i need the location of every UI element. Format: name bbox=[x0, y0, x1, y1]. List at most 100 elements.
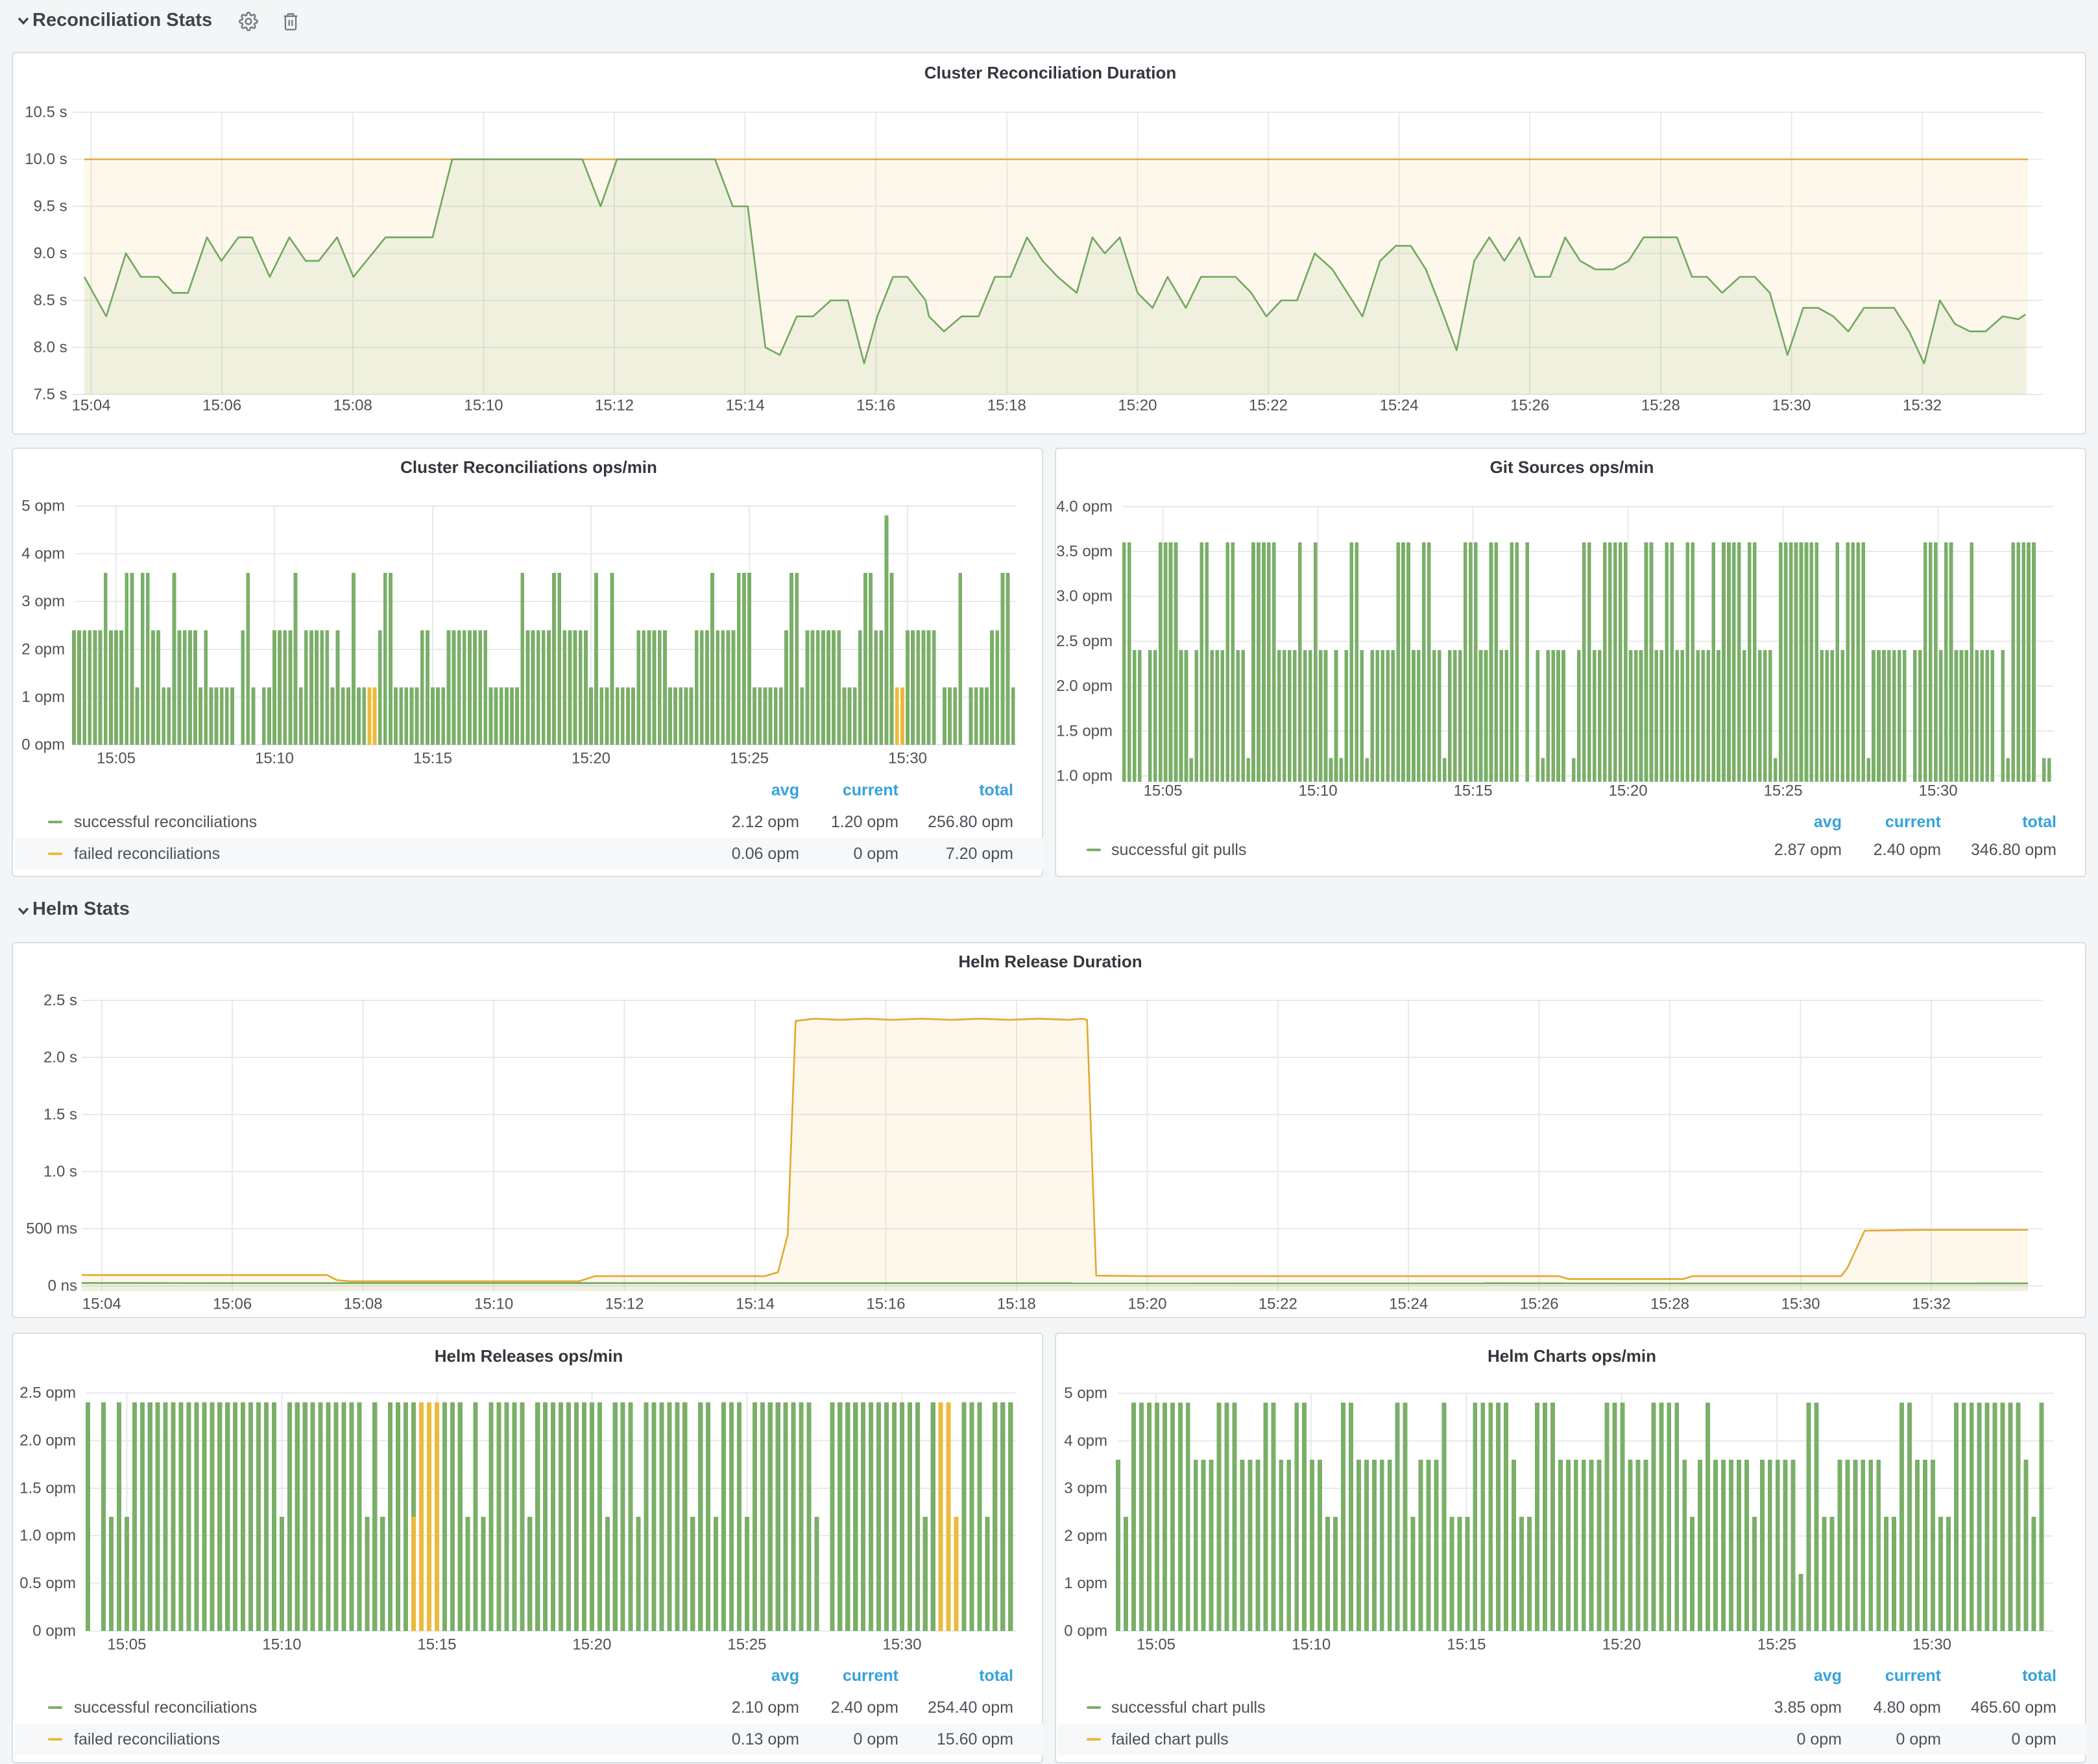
svg-text:15:24: 15:24 bbox=[1388, 1295, 1427, 1312]
svg-text:2.5 opm: 2.5 opm bbox=[1055, 632, 1112, 649]
svg-text:15:22: 15:22 bbox=[1248, 396, 1287, 414]
svg-text:15:12: 15:12 bbox=[594, 396, 633, 414]
svg-text:Cluster Reconciliation Duratio: Cluster Reconciliation Duration bbox=[924, 62, 1176, 82]
svg-text:0.13 opm: 0.13 opm bbox=[731, 1730, 799, 1748]
svg-text:avg: avg bbox=[771, 780, 799, 799]
svg-text:15:15: 15:15 bbox=[416, 1636, 455, 1653]
svg-text:15:15: 15:15 bbox=[413, 749, 452, 767]
svg-text:9.5 s: 9.5 s bbox=[33, 197, 67, 215]
svg-text:465.60 opm: 465.60 opm bbox=[1970, 1698, 2056, 1716]
svg-text:0 opm: 0 opm bbox=[1796, 1730, 1841, 1748]
svg-text:2.40 opm: 2.40 opm bbox=[1873, 840, 1940, 858]
svg-text:15:14: 15:14 bbox=[735, 1295, 774, 1312]
svg-text:15:15: 15:15 bbox=[1453, 782, 1492, 799]
svg-text:avg: avg bbox=[1813, 1666, 1841, 1684]
svg-text:3 opm: 3 opm bbox=[1063, 1479, 1107, 1497]
svg-text:5 opm: 5 opm bbox=[1063, 1384, 1107, 1401]
svg-text:current: current bbox=[1885, 812, 1941, 830]
svg-text:2.0 s: 2.0 s bbox=[43, 1048, 77, 1066]
svg-text:Helm Releases ops/min: Helm Releases ops/min bbox=[434, 1346, 622, 1365]
svg-text:0.06 opm: 0.06 opm bbox=[731, 844, 799, 862]
svg-text:15:10: 15:10 bbox=[1291, 1636, 1330, 1653]
svg-text:Cluster Reconciliations ops/mi: Cluster Reconciliations ops/min bbox=[400, 457, 657, 476]
svg-text:successful git pulls: successful git pulls bbox=[1111, 840, 1246, 858]
svg-text:0 opm: 0 opm bbox=[32, 1622, 75, 1639]
svg-text:15:22: 15:22 bbox=[1258, 1295, 1297, 1312]
svg-text:15:06: 15:06 bbox=[202, 396, 241, 414]
svg-text:500 ms: 500 ms bbox=[25, 1220, 77, 1237]
svg-text:1 opm: 1 opm bbox=[21, 688, 64, 705]
svg-text:7.20 opm: 7.20 opm bbox=[945, 844, 1013, 862]
svg-text:15:08: 15:08 bbox=[343, 1295, 382, 1312]
svg-text:15:08: 15:08 bbox=[333, 396, 372, 414]
svg-text:0 opm: 0 opm bbox=[21, 736, 64, 753]
svg-text:Helm Release Duration: Helm Release Duration bbox=[958, 951, 1141, 971]
svg-text:0 opm: 0 opm bbox=[2011, 1730, 2056, 1748]
svg-text:15:25: 15:25 bbox=[1763, 782, 1802, 799]
svg-text:10.0 s: 10.0 s bbox=[24, 150, 66, 167]
svg-text:1.0 opm: 1.0 opm bbox=[19, 1527, 75, 1544]
svg-text:2.5 s: 2.5 s bbox=[43, 991, 77, 1009]
svg-text:current: current bbox=[842, 1666, 898, 1684]
svg-text:9.0 s: 9.0 s bbox=[33, 244, 67, 261]
svg-text:3 opm: 3 opm bbox=[21, 592, 64, 610]
svg-text:15:20: 15:20 bbox=[572, 1636, 610, 1653]
svg-text:15:12: 15:12 bbox=[605, 1295, 644, 1312]
svg-text:15.60 opm: 15.60 opm bbox=[936, 1730, 1013, 1748]
svg-text:1 opm: 1 opm bbox=[1063, 1574, 1107, 1591]
svg-text:15:10: 15:10 bbox=[254, 749, 293, 767]
svg-text:15:32: 15:32 bbox=[1902, 396, 1941, 414]
svg-text:failed chart pulls: failed chart pulls bbox=[1111, 1730, 1228, 1748]
svg-text:15:25: 15:25 bbox=[729, 749, 768, 767]
svg-text:2.0 opm: 2.0 opm bbox=[19, 1431, 75, 1449]
svg-text:avg: avg bbox=[1813, 812, 1841, 830]
svg-text:15:06: 15:06 bbox=[212, 1295, 251, 1312]
svg-text:15:20: 15:20 bbox=[1117, 396, 1156, 414]
svg-text:7.5 s: 7.5 s bbox=[33, 385, 67, 403]
svg-text:2.5 opm: 2.5 opm bbox=[19, 1384, 75, 1401]
svg-text:254.40 opm: 254.40 opm bbox=[927, 1698, 1013, 1716]
svg-text:346.80 opm: 346.80 opm bbox=[1970, 840, 2056, 858]
svg-text:Git Sources ops/min: Git Sources ops/min bbox=[1489, 457, 1654, 476]
svg-text:3.5 opm: 3.5 opm bbox=[1055, 542, 1112, 560]
svg-text:failed reconciliations: failed reconciliations bbox=[73, 844, 219, 862]
svg-text:15:24: 15:24 bbox=[1379, 396, 1418, 414]
svg-text:current: current bbox=[842, 780, 898, 799]
svg-text:2.87 opm: 2.87 opm bbox=[1774, 840, 1841, 858]
svg-text:1.5 s: 1.5 s bbox=[43, 1106, 77, 1123]
svg-text:total: total bbox=[2021, 812, 2056, 830]
svg-text:15:10: 15:10 bbox=[1298, 782, 1337, 799]
svg-text:total: total bbox=[978, 780, 1013, 799]
svg-text:15:20: 15:20 bbox=[1602, 1636, 1641, 1653]
svg-text:256.80 opm: 256.80 opm bbox=[927, 812, 1013, 830]
svg-text:1.5 opm: 1.5 opm bbox=[19, 1479, 75, 1496]
svg-text:4.80 opm: 4.80 opm bbox=[1873, 1698, 1940, 1716]
svg-text:successful reconciliations: successful reconciliations bbox=[73, 1698, 256, 1716]
svg-text:0.5 opm: 0.5 opm bbox=[19, 1574, 75, 1591]
svg-text:2.10 opm: 2.10 opm bbox=[731, 1698, 799, 1716]
svg-text:successful chart pulls: successful chart pulls bbox=[1111, 1698, 1265, 1716]
svg-text:0 ns: 0 ns bbox=[47, 1277, 77, 1294]
svg-text:2.0 opm: 2.0 opm bbox=[1055, 677, 1112, 694]
svg-text:2 opm: 2 opm bbox=[21, 640, 64, 657]
svg-text:15:25: 15:25 bbox=[1757, 1636, 1796, 1653]
svg-text:1.20 opm: 1.20 opm bbox=[830, 812, 898, 830]
svg-text:avg: avg bbox=[771, 1666, 799, 1684]
svg-text:1.0 s: 1.0 s bbox=[43, 1163, 77, 1180]
svg-text:4 opm: 4 opm bbox=[21, 544, 64, 562]
svg-text:4 opm: 4 opm bbox=[1063, 1431, 1107, 1449]
svg-text:2 opm: 2 opm bbox=[1063, 1527, 1107, 1544]
svg-text:15:25: 15:25 bbox=[727, 1636, 766, 1653]
svg-text:15:18: 15:18 bbox=[996, 1295, 1035, 1312]
svg-text:15:30: 15:30 bbox=[1912, 1636, 1951, 1653]
svg-text:15:18: 15:18 bbox=[987, 396, 1026, 414]
svg-text:15:28: 15:28 bbox=[1650, 1295, 1689, 1312]
svg-text:2.40 opm: 2.40 opm bbox=[830, 1698, 898, 1716]
svg-text:15:26: 15:26 bbox=[1519, 1295, 1558, 1312]
svg-text:0 opm: 0 opm bbox=[1063, 1622, 1107, 1639]
svg-text:Helm Charts ops/min: Helm Charts ops/min bbox=[1487, 1346, 1656, 1365]
svg-text:15:32: 15:32 bbox=[1911, 1295, 1950, 1312]
svg-text:15:04: 15:04 bbox=[71, 396, 110, 414]
svg-text:15:20: 15:20 bbox=[571, 749, 610, 767]
svg-text:0 opm: 0 opm bbox=[853, 1730, 898, 1748]
